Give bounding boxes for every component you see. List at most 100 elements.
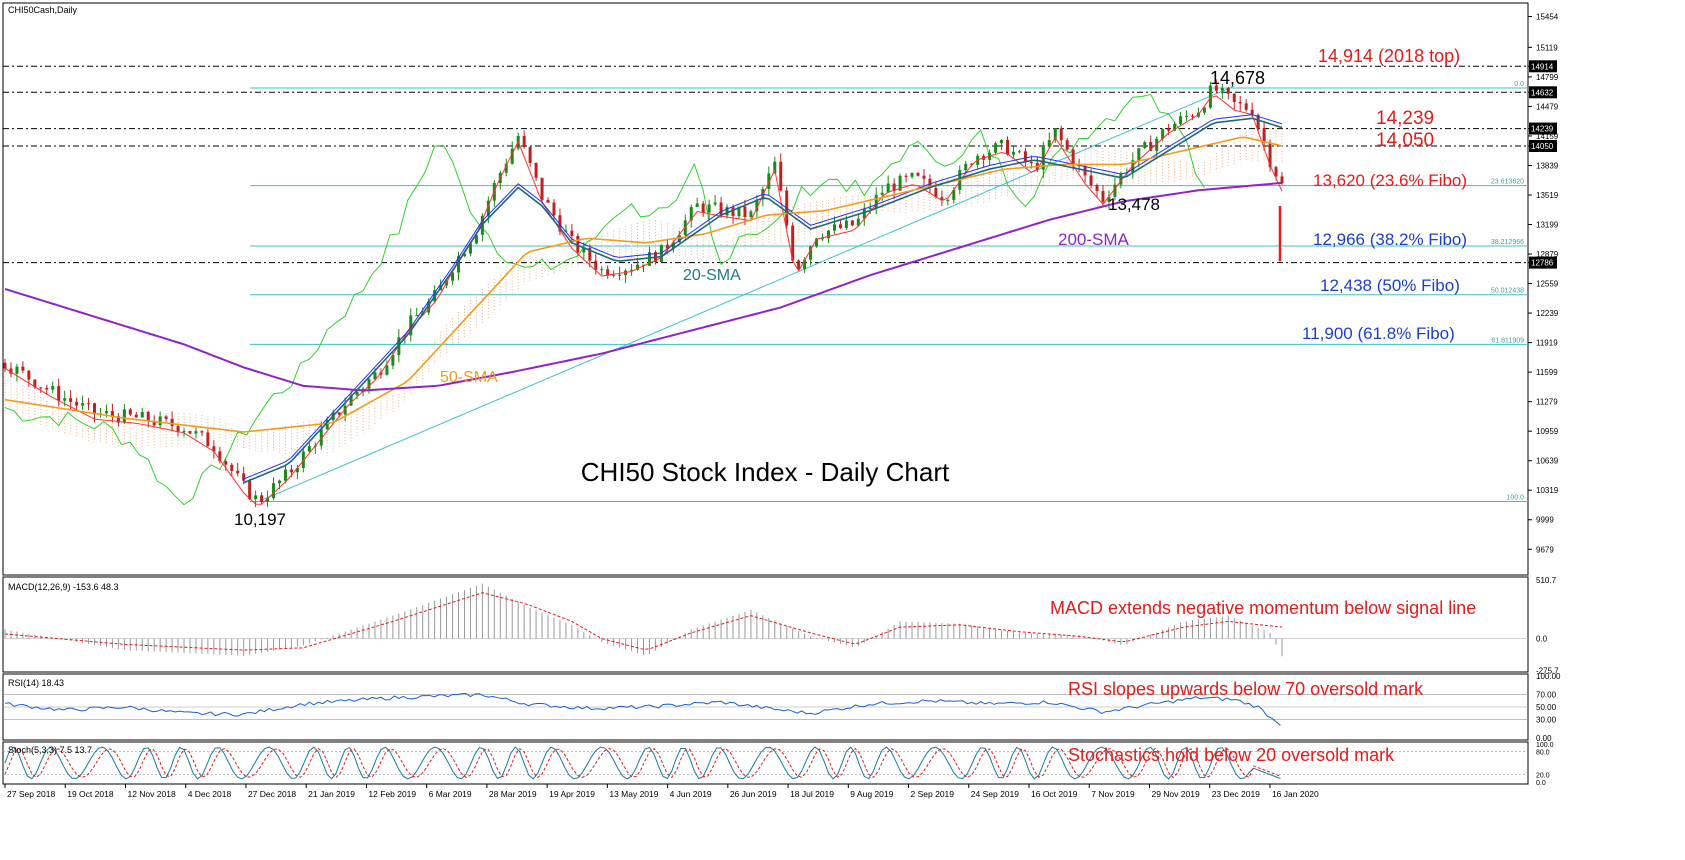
candle-body — [176, 426, 180, 433]
candle-body — [862, 209, 866, 219]
candle-body — [325, 420, 329, 430]
candle-body — [266, 498, 270, 502]
annotation-res-14239: 14,239 — [1376, 108, 1434, 129]
instrument-label: CHI50Cash,Daily — [8, 5, 78, 15]
candle-body — [260, 495, 264, 502]
candle-body — [1262, 128, 1266, 143]
candle-body — [940, 197, 944, 201]
candle-body — [277, 480, 281, 484]
candle-body — [737, 206, 741, 217]
candle-body — [1065, 140, 1069, 150]
candle-body — [886, 183, 890, 193]
rsi-layer: 100.00 70.00 50.00 30.00 0.00 — [3, 672, 1561, 743]
annotation-fib-50: 12,438 (50% Fibo) — [1320, 276, 1460, 295]
candle-body — [821, 238, 825, 240]
candle-body — [898, 175, 902, 191]
candle-body — [850, 220, 854, 226]
candle-body — [9, 368, 13, 374]
x-tick-label: 21 Jan 2019 — [308, 789, 355, 799]
price-tick-label: 9999 — [1536, 516, 1554, 525]
candle-body — [1089, 175, 1093, 186]
candle-body — [51, 386, 55, 390]
candle-body — [486, 200, 490, 216]
fib-level-label-5: 100.0 — [1506, 494, 1524, 501]
price-tick-label: 15454 — [1536, 12, 1559, 21]
candle-body — [122, 409, 126, 423]
rsi-tick-label: 30.00 — [1536, 715, 1557, 724]
price-badge — [1529, 256, 1557, 269]
candle-body — [916, 173, 920, 176]
x-tick-label: 6 Mar 2019 — [429, 789, 472, 799]
annotation-2018-top: 14,914 (2018 top) — [1318, 46, 1460, 66]
candle-body — [832, 224, 836, 231]
candle-body — [134, 414, 138, 418]
x-tick-label: 2 Sep 2019 — [911, 789, 955, 799]
price-tick-label: 11919 — [1536, 339, 1558, 348]
candle-body — [695, 203, 699, 208]
price-tick-label: 11599 — [1536, 368, 1558, 377]
base-line — [243, 114, 1283, 480]
conversion-line — [4, 95, 1283, 505]
x-tick-label: 19 Apr 2019 — [549, 789, 595, 799]
price-badge-label: 14050 — [1531, 142, 1554, 151]
candle-body — [128, 409, 132, 415]
price-tick-label: 14799 — [1536, 73, 1559, 82]
candle-body — [600, 269, 604, 271]
candle-body — [457, 256, 461, 273]
stoch-layer: 100.080.0 20.00.0 — [3, 742, 1554, 787]
x-axis-labels: 27 Sep 2018 19 Oct 2018 12 Nov 2018 4 Dec 2… — [4, 784, 1319, 799]
candle-body — [1000, 139, 1004, 144]
candle-body — [93, 403, 97, 415]
candle-body — [1017, 151, 1021, 153]
stoch-annotation: Stochastics hold below 20 oversold mark — [1068, 745, 1395, 765]
main-panel — [2, 2, 1529, 576]
annotation-50-sma: 50-SMA — [440, 369, 498, 386]
candle-body — [826, 230, 830, 239]
candle-body — [594, 260, 598, 270]
candle-body — [642, 264, 645, 266]
candle-body — [57, 386, 61, 401]
candle-body — [743, 206, 747, 218]
candle-body — [212, 446, 216, 452]
candle-body — [164, 416, 168, 419]
macd-label: MACD(12,26,9) -153.6 48.3 — [8, 582, 119, 592]
price-tick-label: 9679 — [1536, 545, 1554, 554]
candle-body — [182, 431, 186, 433]
x-tick-label: 16 Jan 2020 — [1272, 789, 1319, 799]
candle-body — [803, 259, 807, 270]
candle-body — [1029, 161, 1033, 163]
price-tick-label: 12239 — [1536, 309, 1559, 318]
x-tick-label: 16 Oct 2019 — [1031, 789, 1078, 799]
candle-body — [1023, 151, 1027, 162]
candle-body — [844, 220, 848, 228]
price-tick-label: 13839 — [1536, 161, 1559, 170]
price-tick-label: 14159 — [1536, 132, 1559, 141]
candle-body — [552, 202, 556, 216]
candle-body — [33, 379, 37, 388]
candle-body — [892, 183, 896, 191]
candle-body — [510, 148, 514, 164]
price-badge — [1529, 122, 1557, 135]
fib-level-label-2: 38.212966 — [1491, 239, 1524, 246]
x-tick-label: 13 May 2019 — [609, 789, 658, 799]
candle-body — [689, 207, 693, 221]
candle-body — [671, 242, 675, 249]
stoch-tick-label: 80.0 — [1536, 750, 1550, 757]
annotation-fib-618: 11,900 (61.8% Fibo) — [1302, 324, 1455, 343]
candle-body — [21, 366, 25, 371]
axis-layer: 15454 15119 14914 14799 14632 14479 1423914159… — [1528, 12, 1559, 554]
candle-body — [194, 431, 198, 434]
candle-body — [1185, 115, 1189, 117]
candle-body — [665, 244, 669, 249]
x-tick-label: 23 Dec 2019 — [1212, 789, 1260, 799]
candle-body — [1107, 196, 1111, 202]
candle-body — [1143, 142, 1147, 149]
candle-body — [104, 411, 108, 414]
macd-tick-label: 510.7 — [1536, 576, 1557, 585]
candle-body — [773, 161, 777, 174]
sma-200-line — [4, 181, 1283, 392]
price-tick-label: 12559 — [1536, 280, 1559, 289]
candle-body — [188, 431, 192, 434]
stoch-tick-label: 100.0 — [1536, 742, 1554, 749]
candle-body — [582, 247, 586, 253]
